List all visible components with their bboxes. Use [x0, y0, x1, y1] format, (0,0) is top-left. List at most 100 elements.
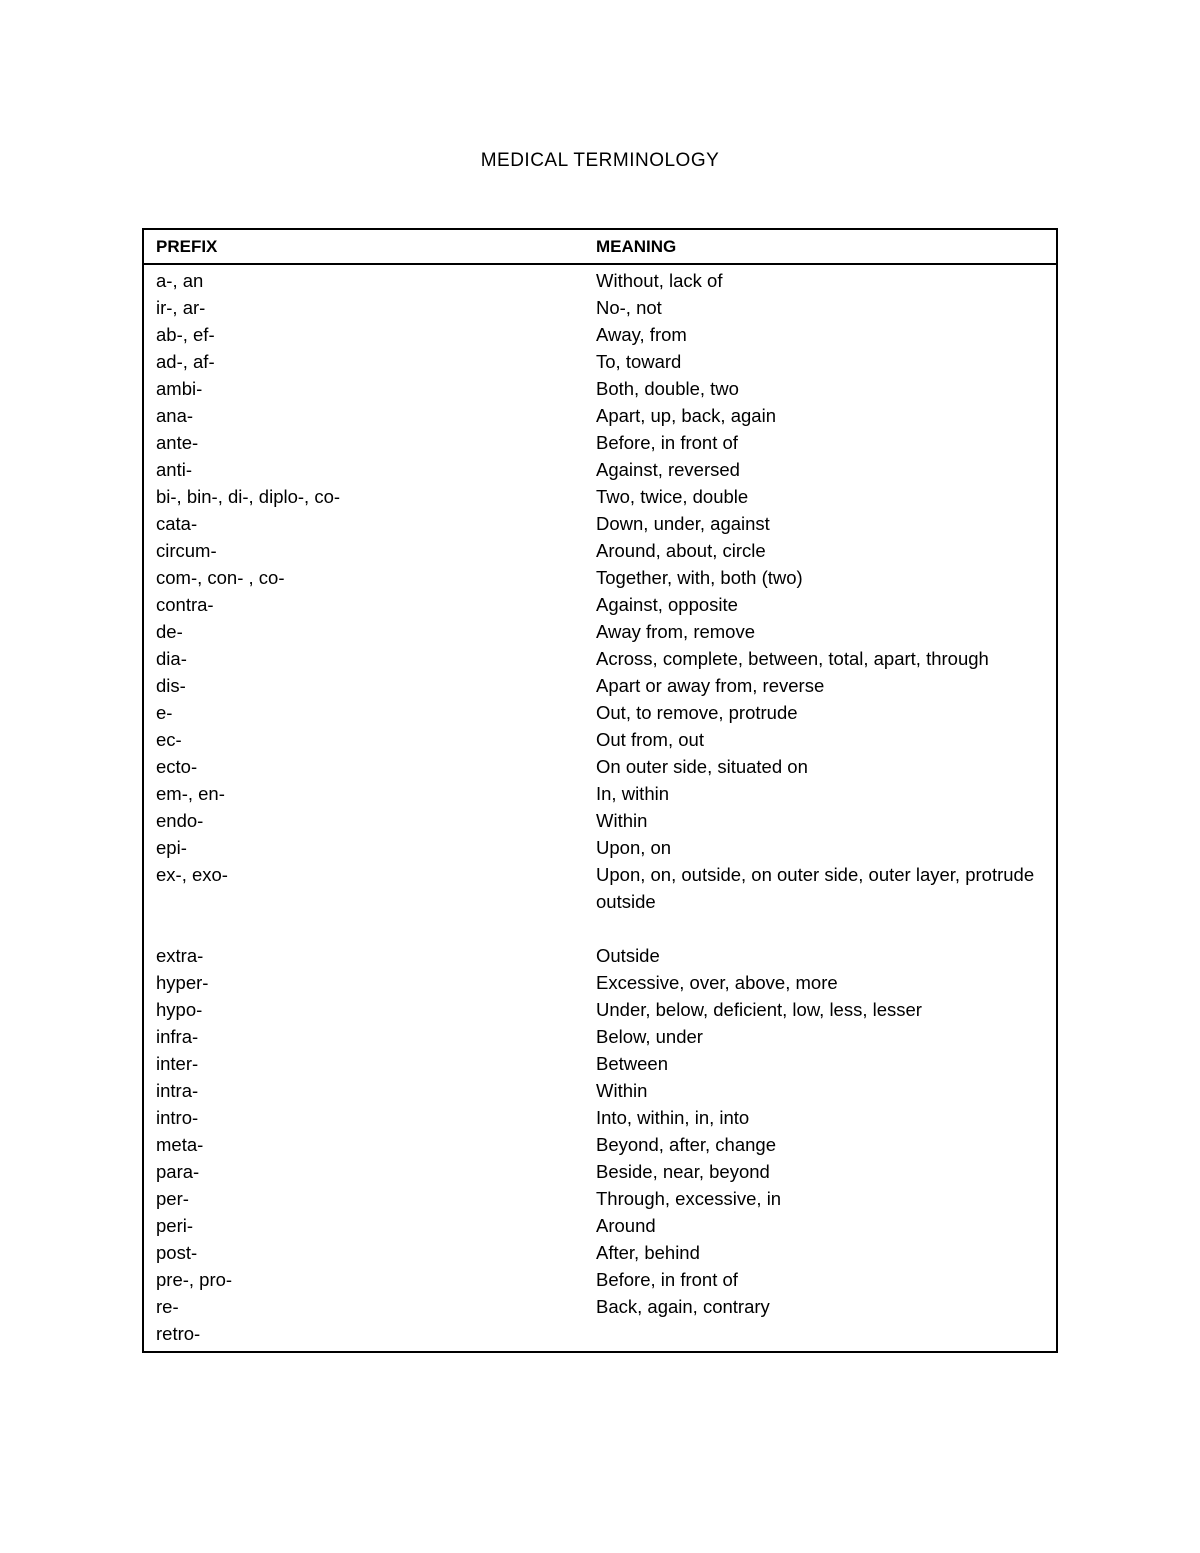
table-row: anti-Against, reversed [144, 456, 1056, 483]
meaning-cell: Into, within, in, into [584, 1104, 1058, 1131]
meaning-cell: Around [584, 1212, 1058, 1239]
meaning-cell: Back, again, contrary [584, 1293, 1058, 1320]
prefix-cell: ir-, ar- [144, 294, 584, 321]
prefix-cell: para- [144, 1158, 584, 1185]
meaning-cell: In, within [584, 780, 1058, 807]
table-row: epi-Upon, on [144, 834, 1056, 861]
table-row: ecto-On outer side, situated on [144, 753, 1056, 780]
table-row: per-Through, excessive, in [144, 1185, 1056, 1212]
prefix-cell: com-, con- , co- [144, 564, 584, 591]
table-row: infra-Below, under [144, 1023, 1056, 1050]
table-row: ante-Before, in front of [144, 429, 1056, 456]
table-row: ana-Apart, up, back, again [144, 402, 1056, 429]
meaning-cell: Between [584, 1050, 1058, 1077]
prefix-cell: contra- [144, 591, 584, 618]
prefix-cell: hyper- [144, 969, 584, 996]
prefix-cell: ana- [144, 402, 584, 429]
prefix-cell: dia- [144, 645, 584, 672]
meaning-cell: Excessive, over, above, more [584, 969, 1058, 996]
meaning-cell: Beside, near, beyond [584, 1158, 1058, 1185]
prefix-cell: ecto- [144, 753, 584, 780]
prefix-cell: meta- [144, 1131, 584, 1158]
prefix-cell [144, 915, 584, 942]
table-row: ec-Out from, out [144, 726, 1056, 753]
prefix-cell: infra- [144, 1023, 584, 1050]
meaning-cell: No-, not [584, 294, 1058, 321]
meaning-cell: Away from, remove [584, 618, 1058, 645]
table-row: e-Out, to remove, protrude [144, 699, 1056, 726]
prefix-cell: intra- [144, 1077, 584, 1104]
meaning-cell: Under, below, deficient, low, less, less… [584, 996, 1058, 1023]
table-row: hyper-Excessive, over, above, more [144, 969, 1056, 996]
prefix-cell: re- [144, 1293, 584, 1320]
table-row: a-, anWithout, lack of [144, 267, 1056, 294]
meaning-cell: Two, twice, double [584, 483, 1058, 510]
meaning-cell: Out from, out [584, 726, 1058, 753]
prefix-cell: de- [144, 618, 584, 645]
prefix-cell: pre-, pro- [144, 1266, 584, 1293]
prefix-cell: ab-, ef- [144, 321, 584, 348]
prefix-cell: intro- [144, 1104, 584, 1131]
prefix-cell: retro- [144, 1320, 584, 1347]
table-row: intro-Into, within, in, into [144, 1104, 1056, 1131]
table-row: re-Back, again, contrary [144, 1293, 1056, 1320]
table-row: pre-, pro-Before, in front of [144, 1266, 1056, 1293]
meaning-cell: On outer side, situated on [584, 753, 1058, 780]
prefix-cell: ex-, exo- [144, 861, 584, 915]
meaning-cell: To, toward [584, 348, 1058, 375]
table-row: com-, con- , co-Together, with, both (tw… [144, 564, 1056, 591]
prefix-cell: extra- [144, 942, 584, 969]
table-body: a-, anWithout, lack ofir-, ar-No-, notab… [144, 265, 1056, 1351]
table-row: dis-Apart or away from, reverse [144, 672, 1056, 699]
prefix-cell: peri- [144, 1212, 584, 1239]
meaning-cell: Beyond, after, change [584, 1131, 1058, 1158]
table-row: ir-, ar-No-, not [144, 294, 1056, 321]
prefix-cell: cata- [144, 510, 584, 537]
meaning-cell: Apart or away from, reverse [584, 672, 1058, 699]
prefix-cell: dis- [144, 672, 584, 699]
table-row: ad-, af-To, toward [144, 348, 1056, 375]
prefix-cell: anti- [144, 456, 584, 483]
table-row: hypo-Under, below, deficient, low, less,… [144, 996, 1056, 1023]
table-row: post-After, behind [144, 1239, 1056, 1266]
table-row: intra-Within [144, 1077, 1056, 1104]
meaning-cell [584, 1320, 1058, 1347]
prefix-cell: ante- [144, 429, 584, 456]
meaning-cell: Away, from [584, 321, 1058, 348]
prefix-cell: e- [144, 699, 584, 726]
table-row: ex-, exo-Upon, on, outside, on outer sid… [144, 861, 1056, 915]
prefix-cell: post- [144, 1239, 584, 1266]
meaning-cell: Below, under [584, 1023, 1058, 1050]
meaning-cell: Outside [584, 942, 1058, 969]
meaning-cell: Upon, on [584, 834, 1058, 861]
meaning-cell: Out, to remove, protrude [584, 699, 1058, 726]
meaning-cell: Against, opposite [584, 591, 1058, 618]
meaning-cell: Down, under, against [584, 510, 1058, 537]
meaning-cell: Before, in front of [584, 429, 1058, 456]
page-title: MEDICAL TERMINOLOGY [0, 150, 1200, 172]
prefix-cell: ad-, af- [144, 348, 584, 375]
prefix-cell: circum- [144, 537, 584, 564]
meaning-cell: Apart, up, back, again [584, 402, 1058, 429]
meaning-cell: Both, double, two [584, 375, 1058, 402]
terminology-table: PREFIX MEANING a-, anWithout, lack ofir-… [142, 228, 1058, 1353]
prefix-cell: epi- [144, 834, 584, 861]
table-row [144, 915, 1056, 942]
table-row: inter-Between [144, 1050, 1056, 1077]
meaning-cell: Without, lack of [584, 267, 1058, 294]
document-page: MEDICAL TERMINOLOGY PREFIX MEANING a-, a… [0, 0, 1200, 1353]
prefix-cell: a-, an [144, 267, 584, 294]
table-row: bi-, bin-, di-, diplo-, co-Two, twice, d… [144, 483, 1056, 510]
meaning-cell: Within [584, 807, 1058, 834]
table-row: meta-Beyond, after, change [144, 1131, 1056, 1158]
table-row: dia-Across, complete, between, total, ap… [144, 645, 1056, 672]
table-row: cata-Down, under, against [144, 510, 1056, 537]
header-meaning: MEANING [584, 230, 1058, 263]
table-row: ambi-Both, double, two [144, 375, 1056, 402]
meaning-cell: Across, complete, between, total, apart,… [584, 645, 1058, 672]
prefix-cell: hypo- [144, 996, 584, 1023]
table-row: peri-Around [144, 1212, 1056, 1239]
table-row: endo-Within [144, 807, 1056, 834]
prefix-cell: endo- [144, 807, 584, 834]
table-row: retro- [144, 1320, 1056, 1347]
